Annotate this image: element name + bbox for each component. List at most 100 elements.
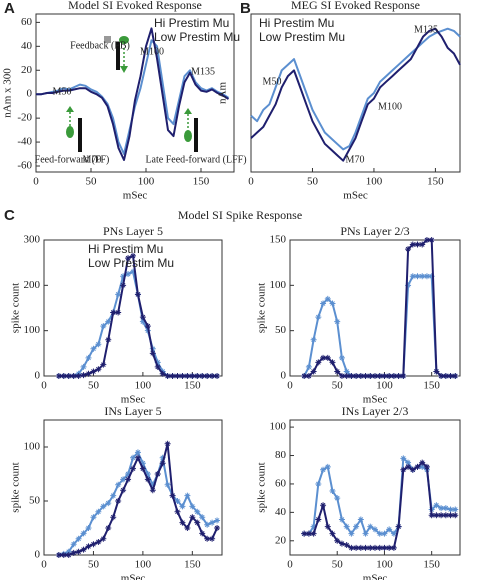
star-marker bbox=[334, 537, 341, 544]
star-marker bbox=[442, 373, 449, 379]
star-marker bbox=[65, 373, 72, 379]
y-tick-label: -40 bbox=[17, 136, 32, 148]
x-tick-label: 150 bbox=[193, 176, 210, 188]
y-tick-label: 40 bbox=[21, 40, 33, 52]
star-marker bbox=[367, 544, 374, 551]
star-marker bbox=[179, 519, 186, 526]
x-tick-label: 0 bbox=[41, 559, 47, 571]
star-marker bbox=[60, 552, 67, 558]
star-marker bbox=[144, 323, 151, 330]
star-marker bbox=[338, 354, 345, 361]
star-marker bbox=[144, 471, 151, 477]
y-tick-label: 20 bbox=[21, 64, 33, 76]
star-marker bbox=[110, 492, 117, 499]
star-marker bbox=[362, 530, 369, 537]
star-marker bbox=[329, 488, 336, 495]
star-marker bbox=[90, 514, 97, 521]
plot-frame bbox=[35, 13, 235, 173]
star-marker bbox=[164, 481, 171, 488]
star-marker bbox=[433, 368, 440, 375]
star-marker bbox=[320, 466, 327, 473]
plot-frame bbox=[43, 419, 223, 556]
chart-title: INs Layer 5 bbox=[104, 404, 161, 418]
x-tick-label: 150 bbox=[184, 380, 201, 392]
star-marker bbox=[428, 237, 435, 243]
star-marker bbox=[214, 373, 221, 379]
x-tick-label: 150 bbox=[423, 559, 440, 571]
y-axis-label: spike count bbox=[256, 283, 268, 333]
legend-entry: Hi Prestim Mu bbox=[88, 242, 163, 256]
star-marker bbox=[85, 525, 92, 531]
star-marker bbox=[125, 271, 132, 277]
legend-entry: Low Prestim Mu bbox=[259, 30, 345, 44]
star-marker bbox=[85, 543, 92, 550]
star-marker bbox=[100, 323, 107, 330]
star-marker bbox=[367, 373, 374, 379]
star-marker bbox=[334, 495, 341, 502]
x-tick-label: 100 bbox=[376, 559, 393, 571]
star-marker bbox=[442, 505, 449, 512]
star-marker bbox=[357, 373, 364, 379]
star-marker bbox=[110, 514, 117, 521]
star-marker bbox=[405, 282, 412, 289]
star-marker bbox=[184, 525, 191, 531]
star-marker bbox=[174, 508, 181, 515]
star-marker bbox=[105, 525, 112, 531]
star-marker bbox=[433, 502, 440, 509]
star-marker bbox=[301, 530, 308, 537]
star-marker bbox=[90, 345, 97, 352]
star-marker bbox=[149, 481, 156, 488]
star-marker bbox=[438, 512, 445, 519]
star-marker bbox=[310, 336, 317, 343]
y-tick-label: 100 bbox=[270, 421, 287, 433]
x-axis-label: mSec bbox=[121, 394, 146, 406]
star-marker bbox=[55, 552, 62, 558]
star-marker bbox=[353, 523, 360, 530]
y-tick-label: 50 bbox=[29, 495, 41, 507]
star-marker bbox=[357, 544, 364, 551]
panel-label: A bbox=[4, 0, 15, 17]
star-marker bbox=[428, 512, 435, 519]
star-marker bbox=[80, 372, 87, 379]
star-marker bbox=[120, 476, 127, 483]
star-marker bbox=[130, 268, 136, 275]
star-marker bbox=[105, 318, 112, 325]
star-marker bbox=[139, 318, 146, 325]
star-marker bbox=[381, 530, 388, 537]
x-tick-label: 0 bbox=[248, 176, 254, 188]
star-marker bbox=[159, 460, 166, 467]
x-tick-label: 0 bbox=[287, 559, 293, 571]
star-marker bbox=[423, 463, 430, 470]
star-marker bbox=[144, 476, 151, 483]
x-tick-label: 100 bbox=[135, 380, 152, 392]
x-tick-label: 150 bbox=[184, 559, 201, 571]
y-tick-label: 20 bbox=[275, 534, 287, 546]
star-marker bbox=[343, 368, 350, 375]
star-marker bbox=[310, 530, 317, 537]
series-line bbox=[250, 27, 461, 162]
star-marker bbox=[90, 368, 97, 375]
star-marker bbox=[376, 544, 383, 551]
star-marker bbox=[452, 512, 459, 519]
x-tick-label: 50 bbox=[307, 176, 319, 188]
star-marker bbox=[60, 373, 67, 379]
annotation: M135 bbox=[414, 24, 438, 35]
star-marker bbox=[85, 354, 92, 361]
star-marker bbox=[395, 523, 402, 530]
y-tick-label: 0 bbox=[27, 88, 33, 100]
star-marker bbox=[390, 544, 397, 551]
star-marker bbox=[125, 471, 132, 477]
annotation: M100 bbox=[378, 101, 402, 112]
star-marker bbox=[194, 373, 201, 379]
star-marker bbox=[169, 492, 176, 499]
star-marker bbox=[204, 521, 211, 528]
star-marker bbox=[75, 548, 82, 555]
star-marker bbox=[134, 449, 141, 456]
star-marker bbox=[442, 512, 449, 519]
neuron-icon bbox=[184, 108, 198, 152]
star-marker bbox=[115, 481, 122, 488]
x-axis-label: mSec bbox=[123, 190, 148, 202]
star-marker bbox=[139, 465, 146, 472]
x-tick-label: 0 bbox=[287, 380, 293, 392]
x-tick-label: 100 bbox=[366, 176, 383, 188]
